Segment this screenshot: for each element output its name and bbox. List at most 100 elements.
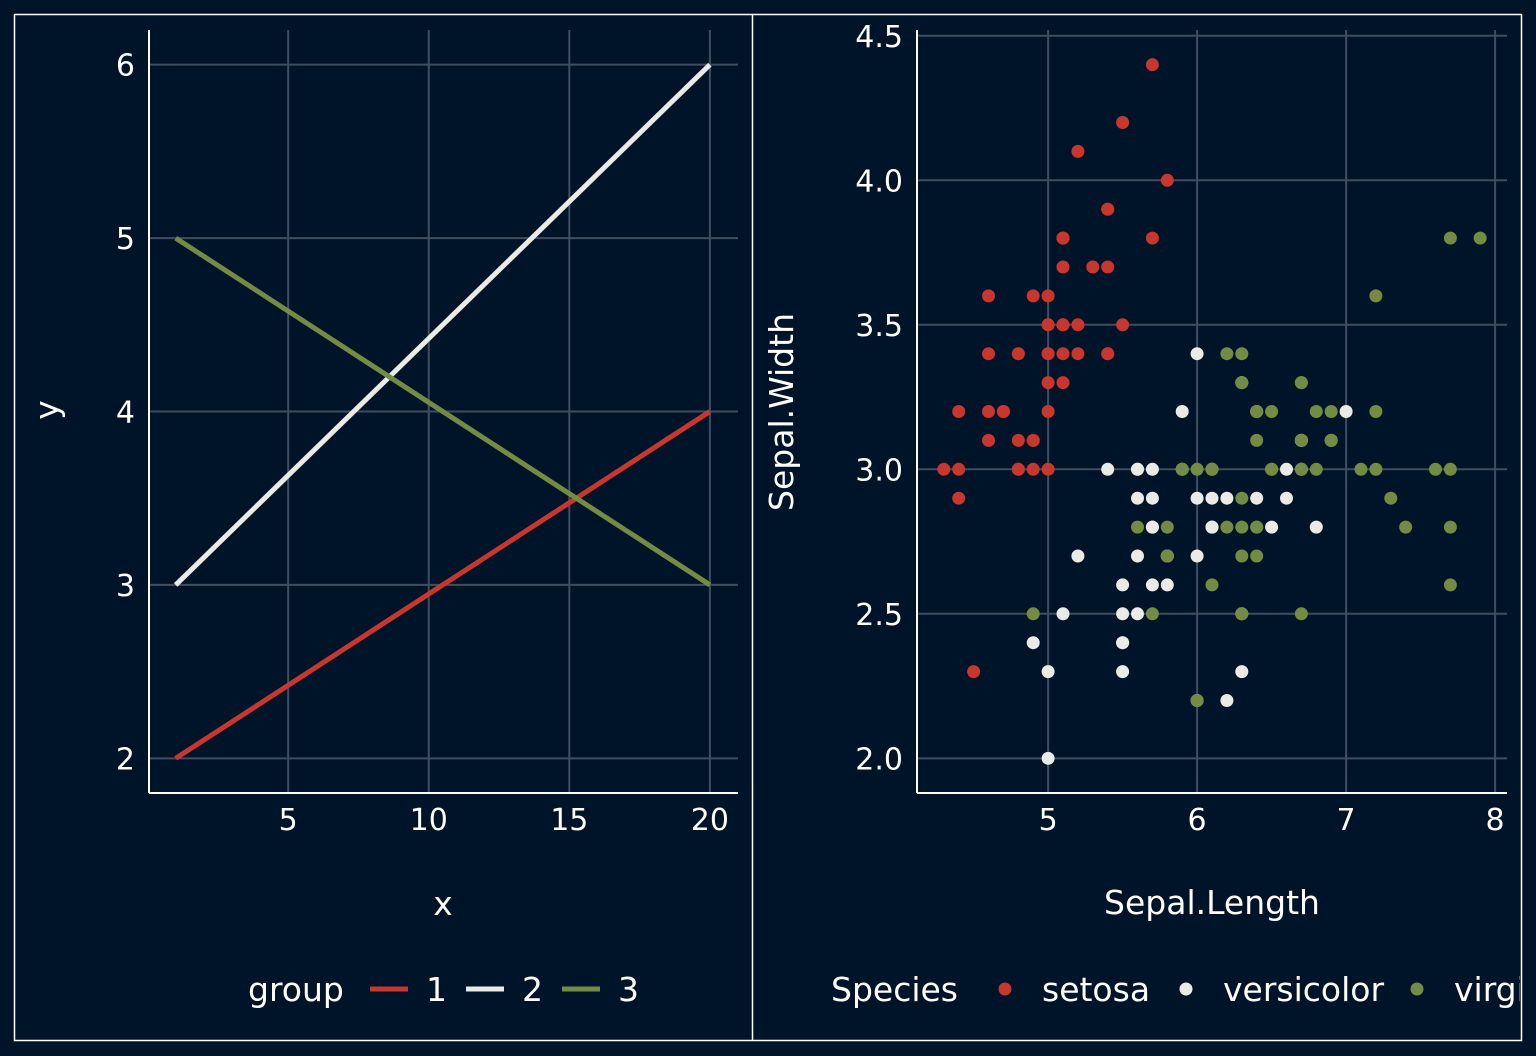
data-point-virginica [1190, 694, 1204, 708]
data-point-setosa [996, 405, 1010, 418]
data-point-virginica [1160, 520, 1174, 534]
data-point-versicolor [1131, 549, 1145, 563]
data-point-virginica [1220, 347, 1234, 361]
data-point-versicolor [1116, 578, 1130, 592]
data-point-virginica [1250, 405, 1264, 418]
data-point-virginica [1294, 433, 1308, 447]
line-chart-y-axis-title: y [27, 400, 66, 420]
data-point-setosa [1101, 260, 1115, 274]
data-point-versicolor [1145, 462, 1159, 476]
data-point-setosa [1071, 318, 1085, 332]
data-point-versicolor [1116, 607, 1130, 621]
scatter-chart-y-tick-label: 3.0 [855, 453, 903, 488]
data-point-setosa [1071, 144, 1085, 158]
line-chart-y-tick-label: 3 [116, 569, 135, 604]
legend-clip-edge [1520, 950, 1536, 1022]
data-point-virginica [1235, 347, 1249, 361]
data-point-versicolor [1265, 520, 1279, 534]
scatter-chart-tick-labels: 5 6 7 8 2.0 2.5 3.0 3.5 4.0 4.5 [855, 20, 1504, 838]
line-chart-y-tick-label: 2 [116, 742, 135, 777]
legend-key-versicolor [1179, 982, 1193, 996]
data-point-setosa [1026, 462, 1040, 476]
data-point-virginica [1220, 520, 1234, 534]
legend-label-versicolor: versicolor [1223, 970, 1384, 1009]
figure-border [13, 13, 1523, 1042]
data-point-setosa [1011, 347, 1025, 361]
scatter-chart-legend-title: Species [831, 970, 958, 1009]
legend-key-virginica [1410, 982, 1424, 996]
line-chart-x-tick-label: 20 [691, 803, 729, 838]
data-point-versicolor [1220, 491, 1234, 505]
data-point-setosa [1041, 462, 1055, 476]
data-point-versicolor [1205, 491, 1219, 505]
data-point-versicolor [1145, 578, 1159, 592]
data-point-versicolor [1116, 665, 1130, 679]
data-point-setosa [1041, 376, 1055, 390]
data-point-virginica [1250, 520, 1264, 534]
line-chart-axes [148, 30, 738, 794]
legend-label-group-3: 3 [618, 970, 639, 1009]
data-point-versicolor [1071, 549, 1085, 563]
data-point-virginica [1324, 433, 1338, 447]
data-point-setosa [1116, 115, 1130, 129]
data-point-virginica [1294, 607, 1308, 621]
data-point-virginica [1265, 405, 1279, 418]
data-point-virginica [1294, 376, 1308, 390]
legend-label-group-1: 1 [426, 970, 447, 1009]
data-point-virginica [1235, 549, 1249, 563]
scatter-chart-y-tick-label: 2.5 [855, 598, 903, 633]
data-point-setosa [982, 433, 996, 447]
scatter-chart-y-tick-label: 3.5 [855, 309, 903, 344]
data-point-setosa [1056, 347, 1070, 361]
line-chart-legend: group 1 2 3 [248, 970, 639, 1009]
data-point-setosa [982, 347, 996, 361]
data-point-virginica [1369, 289, 1383, 303]
data-point-virginica [1428, 462, 1442, 476]
data-point-virginica [1250, 433, 1264, 447]
line-chart-y-tick-label: 6 [116, 49, 135, 84]
data-point-virginica [1443, 231, 1457, 245]
data-point-setosa [1101, 202, 1115, 216]
scatter-chart-x-axis-title: Sepal.Length [1104, 883, 1320, 922]
data-point-virginica [1235, 491, 1249, 505]
data-point-versicolor [1190, 549, 1204, 563]
data-point-setosa [1071, 347, 1085, 361]
data-point-setosa [1056, 376, 1070, 390]
line-chart-x-tick-label: 15 [550, 803, 588, 838]
data-point-virginica [1160, 549, 1174, 563]
data-point-virginica [1026, 607, 1040, 621]
data-point-virginica [1190, 462, 1204, 476]
data-point-virginica [1324, 405, 1338, 418]
data-point-setosa [1056, 260, 1070, 274]
data-point-virginica [1250, 549, 1264, 563]
data-point-virginica [1369, 405, 1383, 418]
scatter-chart-x-tick-label: 7 [1337, 803, 1356, 838]
data-point-versicolor [1056, 607, 1070, 621]
scatter-chart-x-tick-label: 6 [1188, 803, 1207, 838]
data-point-setosa [1011, 433, 1025, 447]
scatter-chart-x-tick-label: 8 [1486, 803, 1505, 838]
data-point-setosa [1041, 347, 1055, 361]
data-point-virginica [1145, 607, 1159, 621]
data-point-setosa [1116, 318, 1130, 332]
data-point-setosa [1041, 405, 1055, 418]
data-point-versicolor [1041, 665, 1055, 679]
data-point-versicolor [1131, 491, 1145, 505]
legend-key-setosa [998, 982, 1012, 996]
scatter-chart-y-axis-title: Sepal.Width [762, 313, 801, 511]
data-point-versicolor [1190, 347, 1204, 361]
data-point-virginica [1205, 578, 1219, 592]
data-point-setosa [1160, 173, 1174, 187]
line-chart-panel: 5 10 15 20 2 3 4 5 6 x y group 1 2 3 [27, 30, 738, 1009]
data-point-setosa [952, 405, 966, 418]
data-point-setosa [982, 289, 996, 303]
data-point-setosa [1101, 347, 1115, 361]
data-point-virginica [1175, 462, 1189, 476]
data-point-versicolor [1235, 665, 1249, 679]
data-point-versicolor [1131, 607, 1145, 621]
data-point-setosa [1026, 289, 1040, 303]
data-point-setosa [1011, 462, 1025, 476]
line-chart-x-axis-title: x [433, 884, 453, 923]
